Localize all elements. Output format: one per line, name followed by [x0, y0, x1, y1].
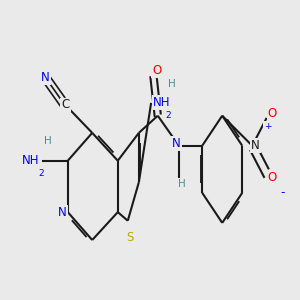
Text: NH: NH	[21, 154, 39, 167]
Text: N: N	[58, 206, 67, 219]
Text: O: O	[152, 64, 161, 77]
Text: 2: 2	[38, 169, 44, 178]
Text: N: N	[172, 137, 181, 150]
Text: C: C	[61, 98, 70, 112]
Text: -: -	[280, 186, 284, 200]
Text: H: H	[178, 179, 186, 189]
Text: 2: 2	[165, 111, 171, 120]
Text: O: O	[268, 107, 277, 120]
Text: N: N	[251, 139, 260, 152]
Text: H: H	[168, 79, 176, 88]
Text: O: O	[268, 171, 277, 184]
Text: +: +	[264, 122, 272, 131]
Text: NH: NH	[153, 96, 171, 110]
Text: H: H	[44, 136, 52, 146]
Text: S: S	[126, 231, 134, 244]
Text: N: N	[41, 70, 50, 84]
